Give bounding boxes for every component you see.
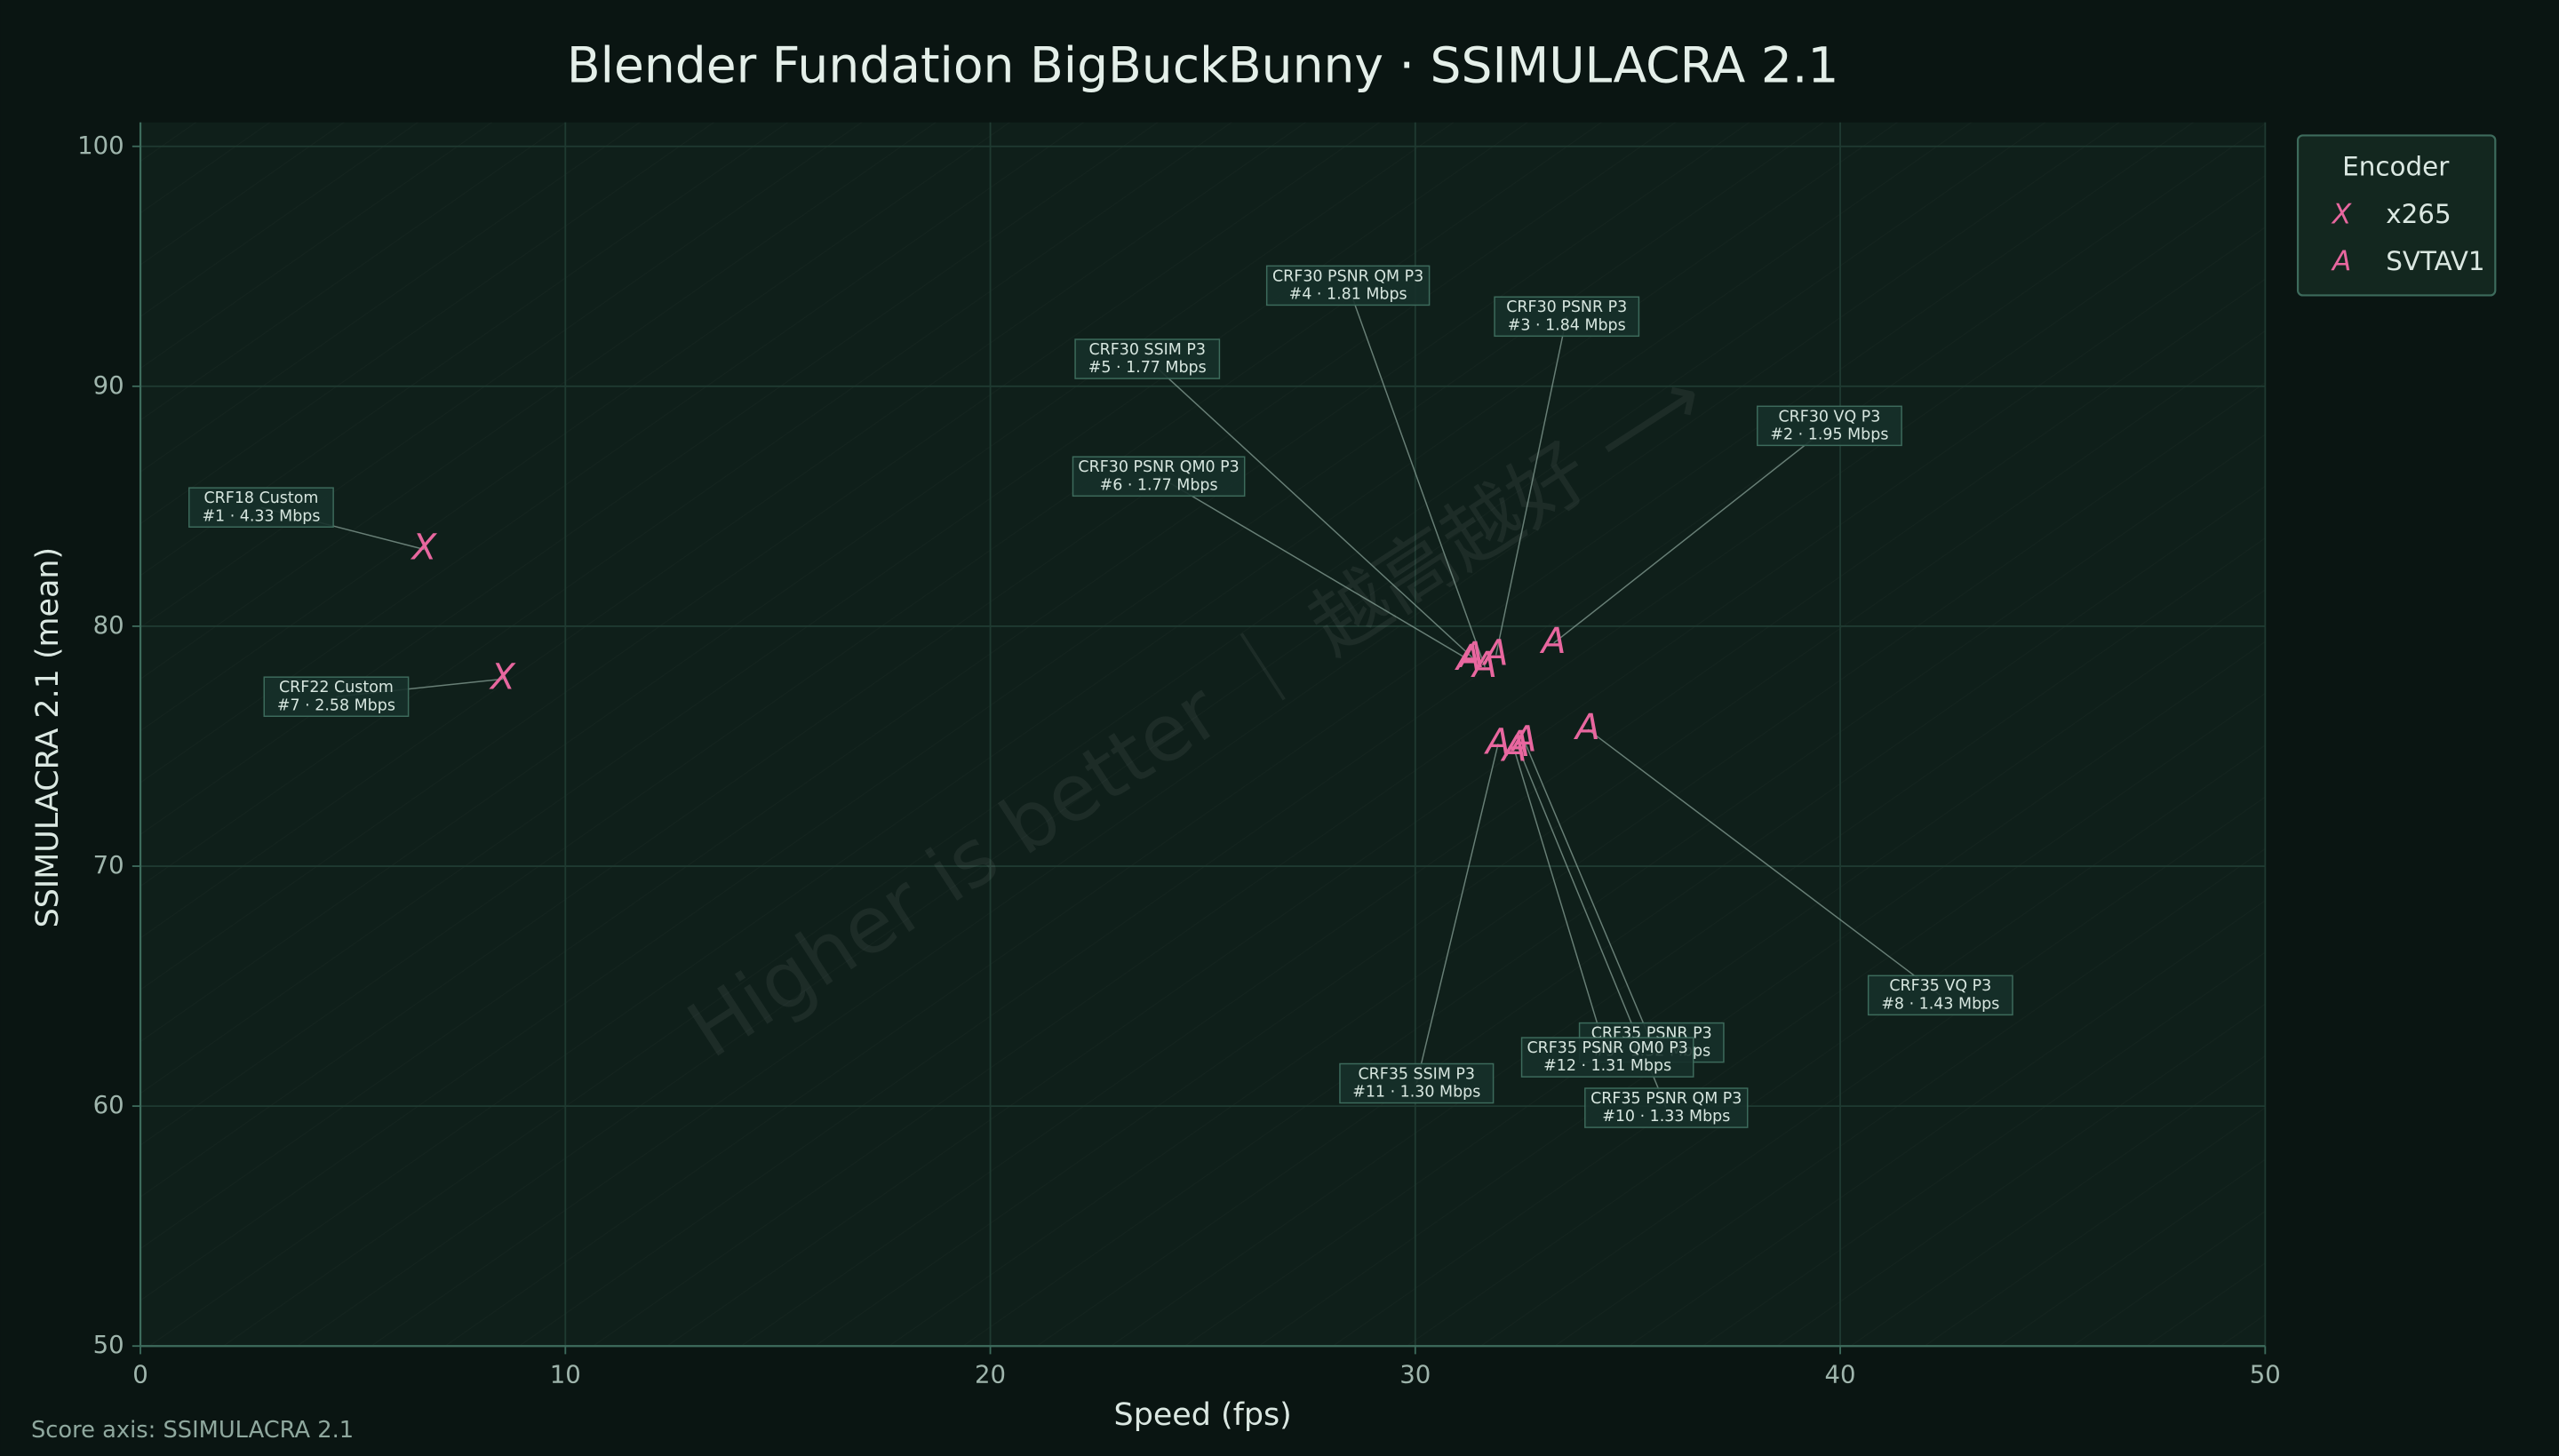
- annotation-label: CRF30 PSNR QM P3: [1272, 267, 1423, 285]
- annotation-label: CRF30 SSIM P3: [1088, 341, 1206, 359]
- leader-line: [1524, 741, 1653, 1043]
- annotation-sublabel: #5 · 1.77 Mbps: [1088, 359, 1207, 377]
- y-axis-label: SSIMULACRA 2.1 (mean): [30, 547, 66, 927]
- point-marker: A: [1481, 631, 1509, 673]
- annotation-sublabel: #11 · 1.30 Mbps: [1352, 1084, 1480, 1102]
- point-marker: A: [1539, 619, 1566, 662]
- annotation-box: [1265, 265, 1431, 306]
- annotation-sublabel: #12 · 1.31 Mbps: [1543, 1057, 1671, 1075]
- point-marker: A: [1457, 633, 1485, 676]
- y-tick-label: 60: [93, 1091, 124, 1119]
- annotation-sublabel: #3 · 1.84 Mbps: [1508, 316, 1626, 334]
- leader-line: [1553, 425, 1830, 644]
- leader-line: [1587, 728, 1941, 996]
- annotation-sublabel: #6 · 1.77 Mbps: [1100, 476, 1218, 494]
- annotation-box: [1072, 456, 1246, 497]
- x-tick-label: 0: [132, 1360, 148, 1388]
- annotation-sublabel: #1 · 4.33 Mbps: [202, 507, 320, 525]
- annotation-box: [263, 676, 410, 718]
- annotation-label: CRF22 Custom: [279, 679, 394, 696]
- annotation-label: CRF35 SSIM P3: [1359, 1065, 1476, 1083]
- annotation-label: CRF35 VQ P3: [1889, 977, 1991, 995]
- point-marker: A: [1503, 722, 1530, 765]
- leader-line: [1146, 358, 1473, 658]
- y-tick-label: 100: [77, 131, 124, 160]
- legend-label: SVTAV1: [2386, 246, 2484, 276]
- annotation-label: CRF30 VQ P3: [1779, 408, 1881, 426]
- annotation-box: [1867, 975, 2013, 1016]
- y-tick-label: 80: [93, 611, 124, 640]
- chart-title: Blender Fundation BigBuckBunny · SSIMULA…: [567, 36, 1839, 93]
- point-marker: A: [1510, 718, 1537, 760]
- legend-box: [2296, 134, 2497, 297]
- legend-marker: X: [2331, 198, 2352, 230]
- leader-line: [1514, 751, 1608, 1058]
- plot-hatch: [140, 122, 2266, 1347]
- annotation-box: [1074, 338, 1221, 379]
- annotation-sublabel: #4 · 1.81 Mbps: [1289, 286, 1407, 304]
- point-marker: A: [1573, 705, 1600, 748]
- annotation-box: [1339, 1062, 1495, 1104]
- x-tick-label: 40: [1825, 1360, 1856, 1388]
- leader-line: [1495, 316, 1567, 656]
- annotation-sublabel: #2 · 1.95 Mbps: [1770, 426, 1888, 443]
- y-tick-label: 50: [93, 1331, 124, 1359]
- legend-marker: A: [2331, 246, 2351, 278]
- annotation-sublabel: #10 · 1.33 Mbps: [1602, 1108, 1730, 1126]
- annotation-box: [188, 487, 334, 528]
- x-tick-label: 20: [975, 1360, 1006, 1388]
- y-tick-label: 90: [93, 371, 124, 400]
- annotation-box: [1584, 1087, 1749, 1128]
- point-marker: X: [411, 526, 438, 569]
- annotation-box: [1757, 405, 1902, 447]
- legend-title: Encoder: [2342, 152, 2450, 182]
- point-marker: X: [489, 655, 516, 697]
- x-tick-label: 50: [2250, 1360, 2281, 1388]
- point-marker: A: [1454, 636, 1481, 679]
- footer: Score axis: SSIMULACRA 2.1: [31, 1417, 354, 1444]
- leader-line: [1415, 744, 1499, 1084]
- point-marker: A: [1483, 720, 1511, 762]
- annotation-label: CRF30 PSNR P3: [1506, 298, 1627, 316]
- annotation-box: [1494, 296, 1640, 338]
- point-marker: A: [1470, 643, 1497, 686]
- annotation-sublabel: #8 · 1.43 Mbps: [1881, 995, 1999, 1013]
- x-axis-label: Speed (fps): [1114, 1397, 1292, 1433]
- leader-line: [1347, 285, 1486, 668]
- x-tick-label: 30: [1399, 1360, 1431, 1388]
- annotation-label: CRF18 Custom: [204, 489, 319, 507]
- annotation-sublabel: #7 · 2.58 Mbps: [277, 696, 395, 714]
- leader-line: [1158, 475, 1470, 661]
- y-tick-label: 70: [93, 851, 124, 879]
- x-tick-label: 10: [550, 1360, 581, 1388]
- legend-label: x265: [2386, 199, 2451, 229]
- annotation-label: CRF35 PSNR QM0 P3: [1527, 1039, 1687, 1057]
- annotation-label: CRF30 PSNR QM0 P3: [1078, 458, 1239, 476]
- annotation-label: CRF35 PSNR QM P3: [1590, 1090, 1742, 1108]
- annotations: CRF18 Custom#1 · 4.33 Mbps CRF22 Custom#7…: [188, 265, 2013, 1128]
- point-marker: A: [1500, 727, 1527, 769]
- annotation-box: [1520, 1037, 1694, 1078]
